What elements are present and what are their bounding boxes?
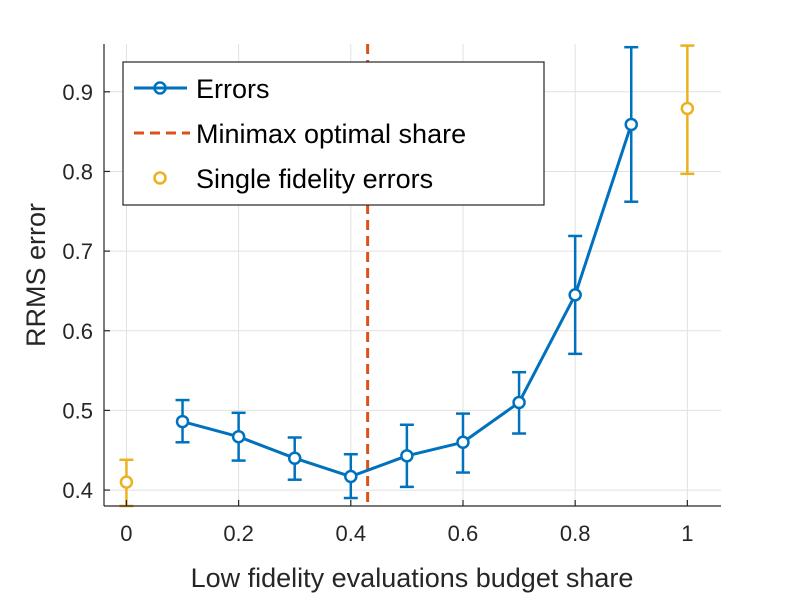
legend-errors-label: Errors	[196, 74, 270, 104]
axes	[103, 44, 721, 507]
errors-point-5	[456, 435, 470, 450]
x-tick-label-1: 0.2	[223, 521, 254, 546]
x-tick-label-3: 0.6	[448, 521, 479, 546]
y-tick-label-2: 0.6	[62, 319, 93, 344]
y-tick-label-1: 0.5	[62, 398, 93, 423]
legend-single-fidelity-marker	[153, 171, 167, 185]
x-tick-label-5: 1	[681, 521, 693, 546]
legend: Errors Minimax optimal share Single fide…	[122, 61, 545, 206]
errors-point-7	[568, 288, 582, 302]
series-group	[119, 44, 695, 508]
x-tick-label-0: 0	[120, 521, 132, 546]
y-axis-label: RRMS error	[21, 203, 51, 347]
y-tick-label-3: 0.7	[62, 239, 93, 264]
errors-point-6	[512, 395, 526, 410]
y-tick-label-5: 0.9	[62, 80, 93, 105]
errors-point-8	[624, 117, 639, 132]
x-axis-label: Low fidelity evaluations budget share	[191, 563, 634, 593]
errors-point-3	[344, 469, 358, 484]
errors-point-1	[231, 429, 246, 444]
x-tick-label-2: 0.4	[336, 521, 367, 546]
legend-box	[122, 61, 545, 206]
errors-point-0	[175, 414, 190, 429]
errors-point-2	[287, 451, 302, 465]
x-tick-label-4: 0.8	[560, 521, 591, 546]
y-tick-label-4: 0.8	[62, 159, 93, 184]
y-tick-label-0: 0.4	[62, 478, 93, 503]
legend-single-fidelity-label: Single fidelity errors	[196, 164, 433, 194]
single-fidelity-point-0	[119, 475, 134, 489]
tick-labels: 0 0.2 0.4 0.6 0.8 1 0.4 0.5 0.6 0.7 0.8 0.9	[62, 80, 693, 546]
legend-minimax-label: Minimax optimal share	[196, 119, 466, 149]
errors-point-4	[400, 449, 414, 463]
single-fidelity-point-1	[680, 101, 695, 116]
legend-errors-marker	[153, 81, 167, 95]
